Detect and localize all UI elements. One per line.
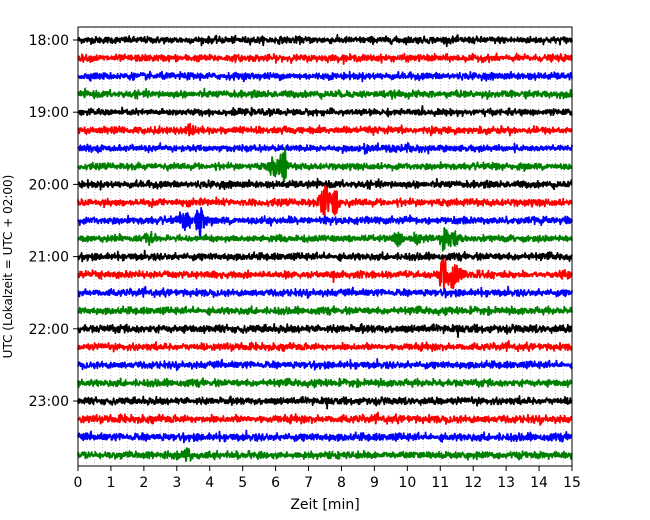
y-axis-ticks: 18:00 19:00 20:00 21:00 22:00 23:00 xyxy=(29,33,78,410)
y-tick-label: 19:00 xyxy=(29,105,69,121)
trace-2145 xyxy=(77,305,573,317)
x-tick-label: 10 xyxy=(398,475,416,491)
x-tick-label: 1 xyxy=(106,475,115,491)
y-tick-label: 22:00 xyxy=(29,322,69,338)
trace-2315 xyxy=(77,411,573,426)
plot-frame xyxy=(77,26,573,467)
x-tick-label: 14 xyxy=(530,475,548,491)
trace-2015 xyxy=(77,184,573,223)
trace-2245 xyxy=(77,377,573,389)
y-axis-title: UTC (Lokalzeit = UTC + 02:00) xyxy=(1,175,15,359)
x-tick-label: 3 xyxy=(172,475,181,491)
x-tick-label: 9 xyxy=(370,475,379,491)
trace-2300 xyxy=(77,395,573,410)
grid-lines xyxy=(77,27,573,466)
x-tick-label: 12 xyxy=(464,475,482,491)
trace-2330 xyxy=(77,429,573,444)
y-tick-label: 18:00 xyxy=(29,33,69,49)
x-tick-label: 8 xyxy=(337,475,346,491)
y-tick-label: 21:00 xyxy=(29,250,69,266)
trace-2100 xyxy=(77,249,573,263)
x-tick-label: 6 xyxy=(271,475,280,491)
x-tick-label: 4 xyxy=(205,475,214,491)
x-tick-label: 15 xyxy=(563,475,581,491)
y-tick-label: 23:00 xyxy=(29,394,69,410)
trace-1930 xyxy=(77,141,573,155)
x-axis-ticks: 0 1 2 3 4 5 6 7 8 9 10 11 12 13 14 15 xyxy=(74,466,581,491)
trace-2130 xyxy=(77,285,573,299)
x-tick-label: 0 xyxy=(74,475,83,491)
x-axis-title: Zeit [min] xyxy=(290,497,359,513)
trace-1845 xyxy=(77,87,573,100)
x-tick-label: 5 xyxy=(238,475,247,491)
trace-2345 xyxy=(77,447,573,463)
trace-1915 xyxy=(77,122,573,137)
trace-2045 xyxy=(77,227,573,252)
trace-group xyxy=(77,33,573,463)
trace-2215 xyxy=(77,339,573,353)
trace-1945 xyxy=(77,146,573,183)
trace-1900 xyxy=(77,105,573,118)
x-tick-label: 13 xyxy=(497,475,515,491)
trace-2000 xyxy=(77,177,573,191)
trace-2230 xyxy=(77,358,573,372)
trace-2115 xyxy=(77,257,573,293)
x-tick-label: 2 xyxy=(139,475,148,491)
x-tick-label: 11 xyxy=(431,475,449,491)
trace-1800 xyxy=(77,33,573,48)
trace-1815 xyxy=(77,52,573,65)
x-tick-label: 7 xyxy=(304,475,313,491)
trace-2200 xyxy=(77,322,573,338)
trace-2030 xyxy=(77,207,573,240)
trace-1830 xyxy=(77,70,573,83)
y-tick-label: 20:00 xyxy=(29,177,69,193)
